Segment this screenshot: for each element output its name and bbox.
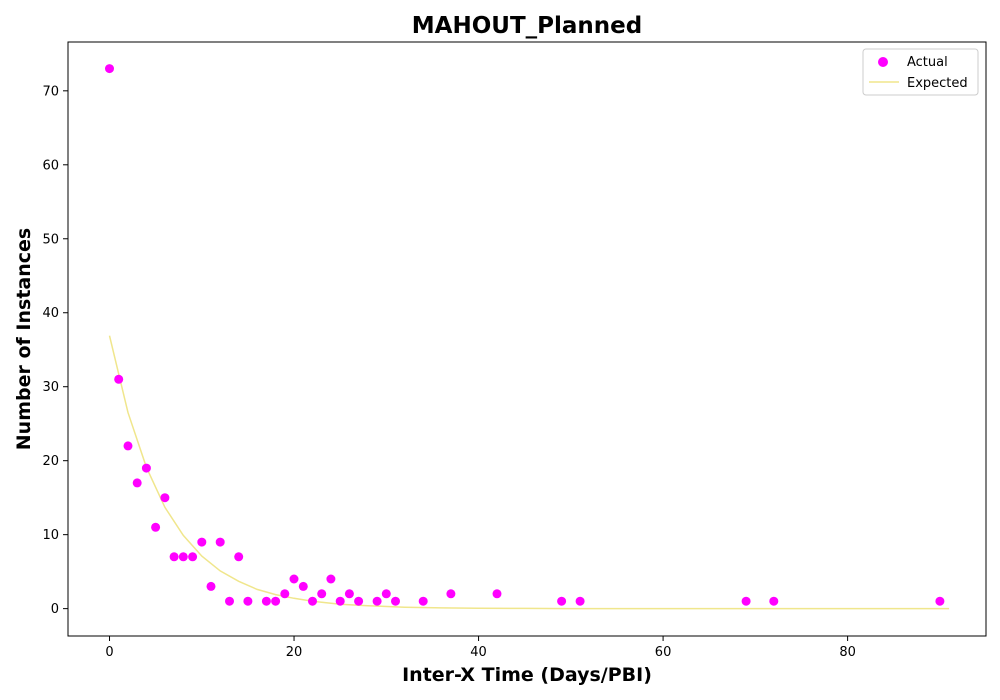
y-tick-label: 50 [42,232,59,247]
actual-series [105,64,945,606]
data-point [105,64,114,74]
data-point [206,581,216,591]
data-point [114,374,124,384]
data-point [132,478,142,488]
x-axis-label: Inter-X Time (Days/PBI) [402,664,652,686]
y-tick-label: 30 [42,380,59,395]
data-point [169,552,179,562]
legend-box [862,48,979,96]
data-point [298,581,308,591]
x-tick-label: 60 [655,645,672,660]
data-point [391,596,400,606]
data-point [234,552,244,562]
data-point [769,596,779,606]
y-axis-label: Number of Instances [13,228,35,450]
data-point [935,596,945,606]
x-tick-label: 80 [839,645,856,660]
data-point [243,596,253,606]
data-point [123,441,133,451]
legend-actual-label: Actual [907,55,948,70]
plot-area [67,41,987,637]
data-point [271,596,281,606]
x-tick-label: 20 [286,645,303,660]
data-point [317,589,327,599]
data-point [215,537,225,547]
data-point [178,552,188,562]
legend: Actual Expected [862,48,979,96]
data-point [225,596,234,606]
data-point [557,596,567,606]
data-point [326,574,336,584]
y-tick-label: 20 [42,454,59,469]
expected-series [108,335,950,610]
data-point [575,596,585,606]
y-tick-label: 10 [42,528,59,543]
data-point [446,589,456,599]
data-point [492,589,502,599]
data-point [372,596,382,606]
y-axis-ticks: 0 10 20 30 40 50 60 70 [42,84,68,617]
data-point [418,596,428,606]
data-point [354,596,364,606]
data-point [335,596,345,606]
data-point [344,589,354,599]
data-point [160,493,170,503]
legend-actual-marker [878,57,888,67]
y-tick-label: 40 [42,306,59,321]
data-point [197,537,207,547]
data-point [261,596,271,606]
data-point [381,589,391,599]
y-tick-label: 70 [42,84,59,99]
x-axis-ticks: 0 20 40 60 80 [105,636,856,660]
data-point [151,522,161,532]
data-point [141,463,151,473]
data-point [741,596,751,606]
y-tick-label: 60 [42,158,59,173]
data-point [308,596,317,606]
x-tick-label: 40 [470,645,487,660]
data-point [289,574,299,584]
chart-title: MAHOUT_Planned [412,13,642,39]
x-tick-label: 0 [105,645,113,660]
plot-frame [67,41,987,637]
y-tick-label: 0 [51,602,59,617]
expected-line [108,335,950,610]
data-point [188,552,198,562]
data-point [280,589,290,599]
legend-expected-label: Expected [907,76,968,91]
